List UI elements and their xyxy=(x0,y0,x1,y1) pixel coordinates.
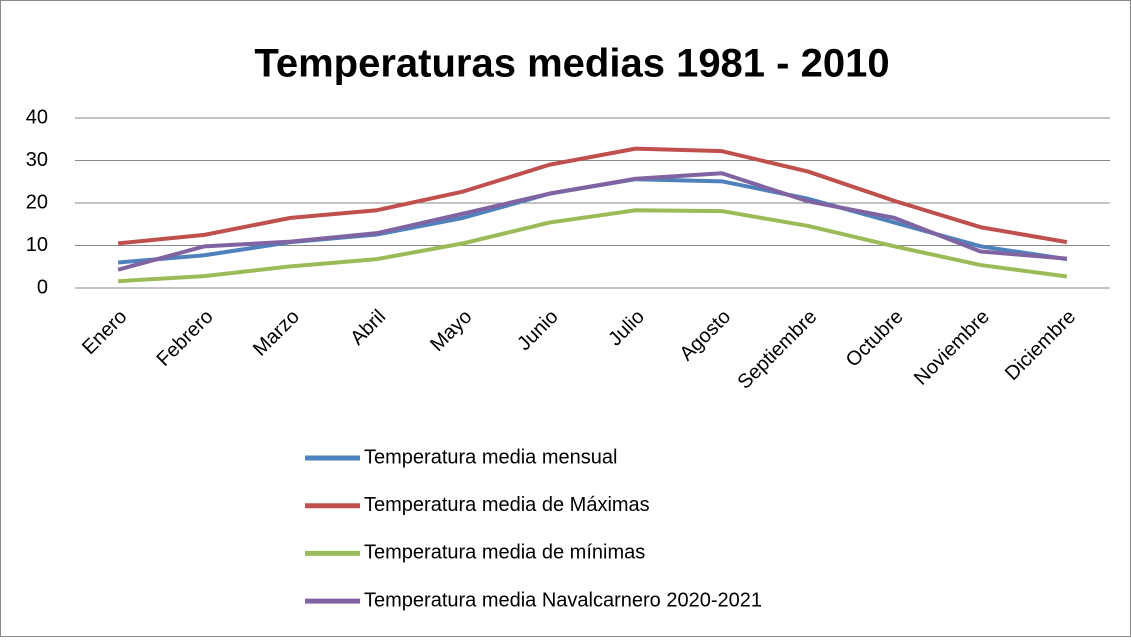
y-tick-label: 20 xyxy=(26,191,48,213)
series-line xyxy=(117,146,1068,246)
y-tick-label: 0 xyxy=(37,276,48,298)
series-line xyxy=(117,171,1068,272)
legend-label: Temperatura media mensual xyxy=(364,446,617,468)
series-line xyxy=(118,208,1068,284)
legend-label: Temperatura media Navalcarnero 2020-2021 xyxy=(364,589,762,611)
y-tick-label: 10 xyxy=(26,234,48,256)
legend-label: Temperatura media de mínimas xyxy=(364,542,645,564)
legend-label: Temperatura media de Máximas xyxy=(364,494,650,516)
y-tick-label: 40 xyxy=(26,106,48,128)
chart-title: Temperaturas medias 1981 - 2010 xyxy=(254,42,889,86)
y-tick-label: 30 xyxy=(26,149,48,171)
